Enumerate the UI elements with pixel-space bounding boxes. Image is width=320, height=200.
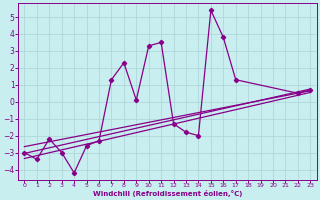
X-axis label: Windchill (Refroidissement éolien,°C): Windchill (Refroidissement éolien,°C) — [93, 190, 242, 197]
